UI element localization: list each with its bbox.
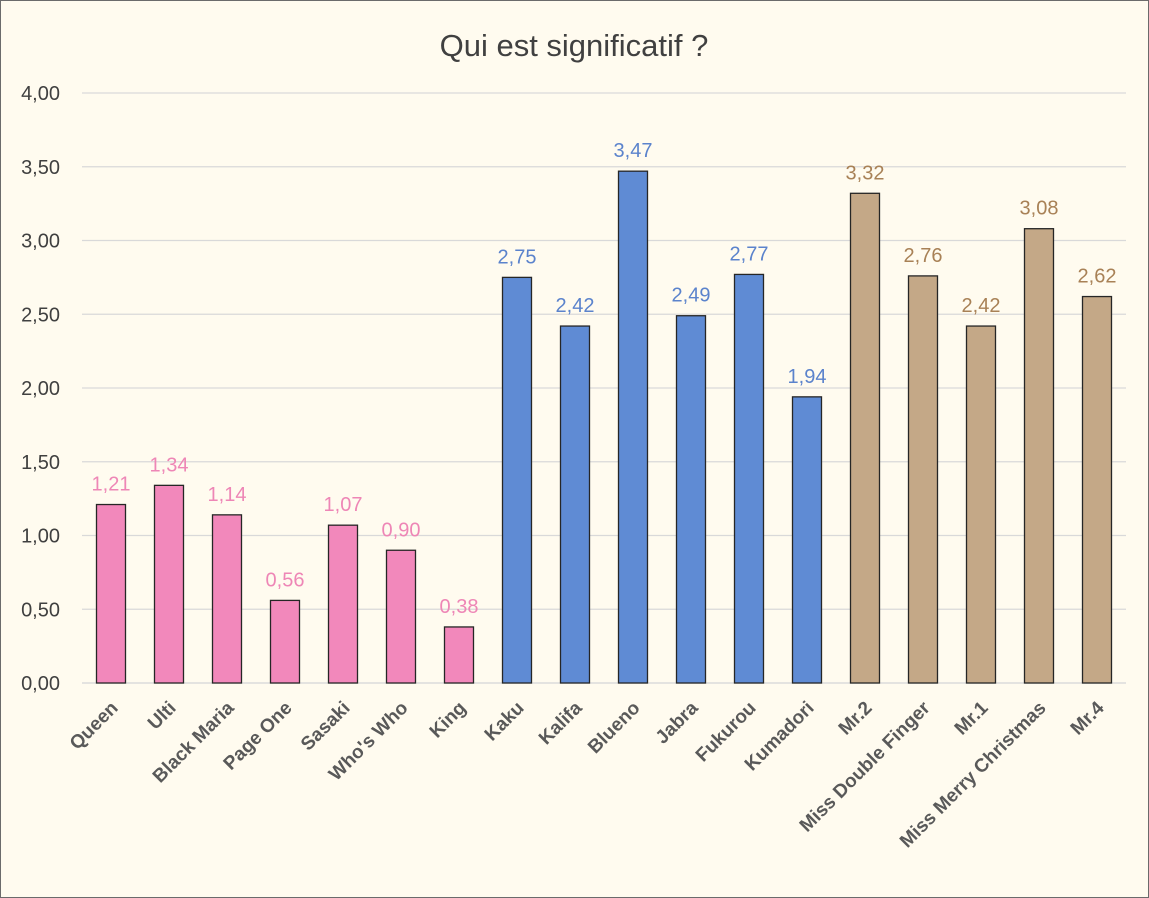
x-tick-label: Jabra [652,697,703,748]
data-label: 3,08 [1020,198,1059,220]
y-tick-label: 1,00 [21,526,60,548]
data-label: 3,32 [846,162,885,184]
bar [443,626,475,684]
data-label: 2,76 [904,245,943,267]
data-labels: 1,21 1,34 1,14 0,56 1,07 0,90 0,38 2,75 2,42 3,47… [92,140,1117,618]
bar [211,514,243,684]
bar [327,524,359,684]
bar [733,273,765,684]
bar [95,503,127,684]
y-tick-label: 0,50 [21,599,60,621]
y-tick-label: 2,00 [21,378,60,400]
x-tick-label: Mr.2 [835,698,877,740]
bar [1023,228,1055,684]
data-label: 1,94 [788,366,827,388]
bar [907,275,939,684]
bar [501,276,533,684]
data-label: 2,42 [962,295,1001,317]
x-tick-label: Kaku [481,698,529,746]
data-label: 2,62 [1078,266,1117,288]
y-tick-label: 0,00 [21,673,60,695]
y-tick-label: 4,00 [21,83,60,105]
bar [269,599,301,684]
x-tick-label: Kalifa [535,697,587,749]
y-tick-label: 1,50 [21,452,60,474]
data-label: 1,21 [92,474,131,496]
bars [95,170,1113,684]
x-tick-label: Ulti [144,698,180,734]
bar [617,170,649,684]
y-tick-label: 2,50 [21,304,60,326]
bar [791,396,823,684]
data-label: 1,07 [324,494,363,516]
x-tick-label: Queen [66,698,123,755]
gridlines [82,92,1126,684]
bar [385,549,417,684]
data-label: 3,47 [614,140,653,162]
data-label: 2,75 [498,246,537,268]
chart-title: Qui est significatif ? [440,28,709,63]
x-tick-label: Blueno [584,698,644,758]
data-label: 1,14 [208,484,247,506]
bar [849,192,881,684]
y-tick-label: 3,00 [21,231,60,253]
x-tick-label: Sasaki [297,698,354,755]
data-label: 2,49 [672,285,711,307]
bar [675,315,707,684]
data-label: 1,34 [150,454,189,476]
data-label: 0,56 [266,569,305,591]
bar [559,325,591,684]
x-tick-label: Mr.1 [951,697,993,739]
x-tick-label: King [426,698,471,743]
bar [153,484,185,684]
y-tick-label: 3,50 [21,157,60,179]
bar [1081,295,1113,684]
y-axis-ticks: 0,00 0,50 1,00 1,50 2,00 2,50 3,00 3,50 4,00 [21,83,60,695]
data-label: 2,42 [556,295,595,317]
data-label: 0,90 [382,519,421,541]
bar [965,325,997,684]
data-label: 0,38 [440,596,479,618]
x-tick-label: Mr.4 [1067,697,1109,739]
data-label: 2,77 [730,243,769,265]
